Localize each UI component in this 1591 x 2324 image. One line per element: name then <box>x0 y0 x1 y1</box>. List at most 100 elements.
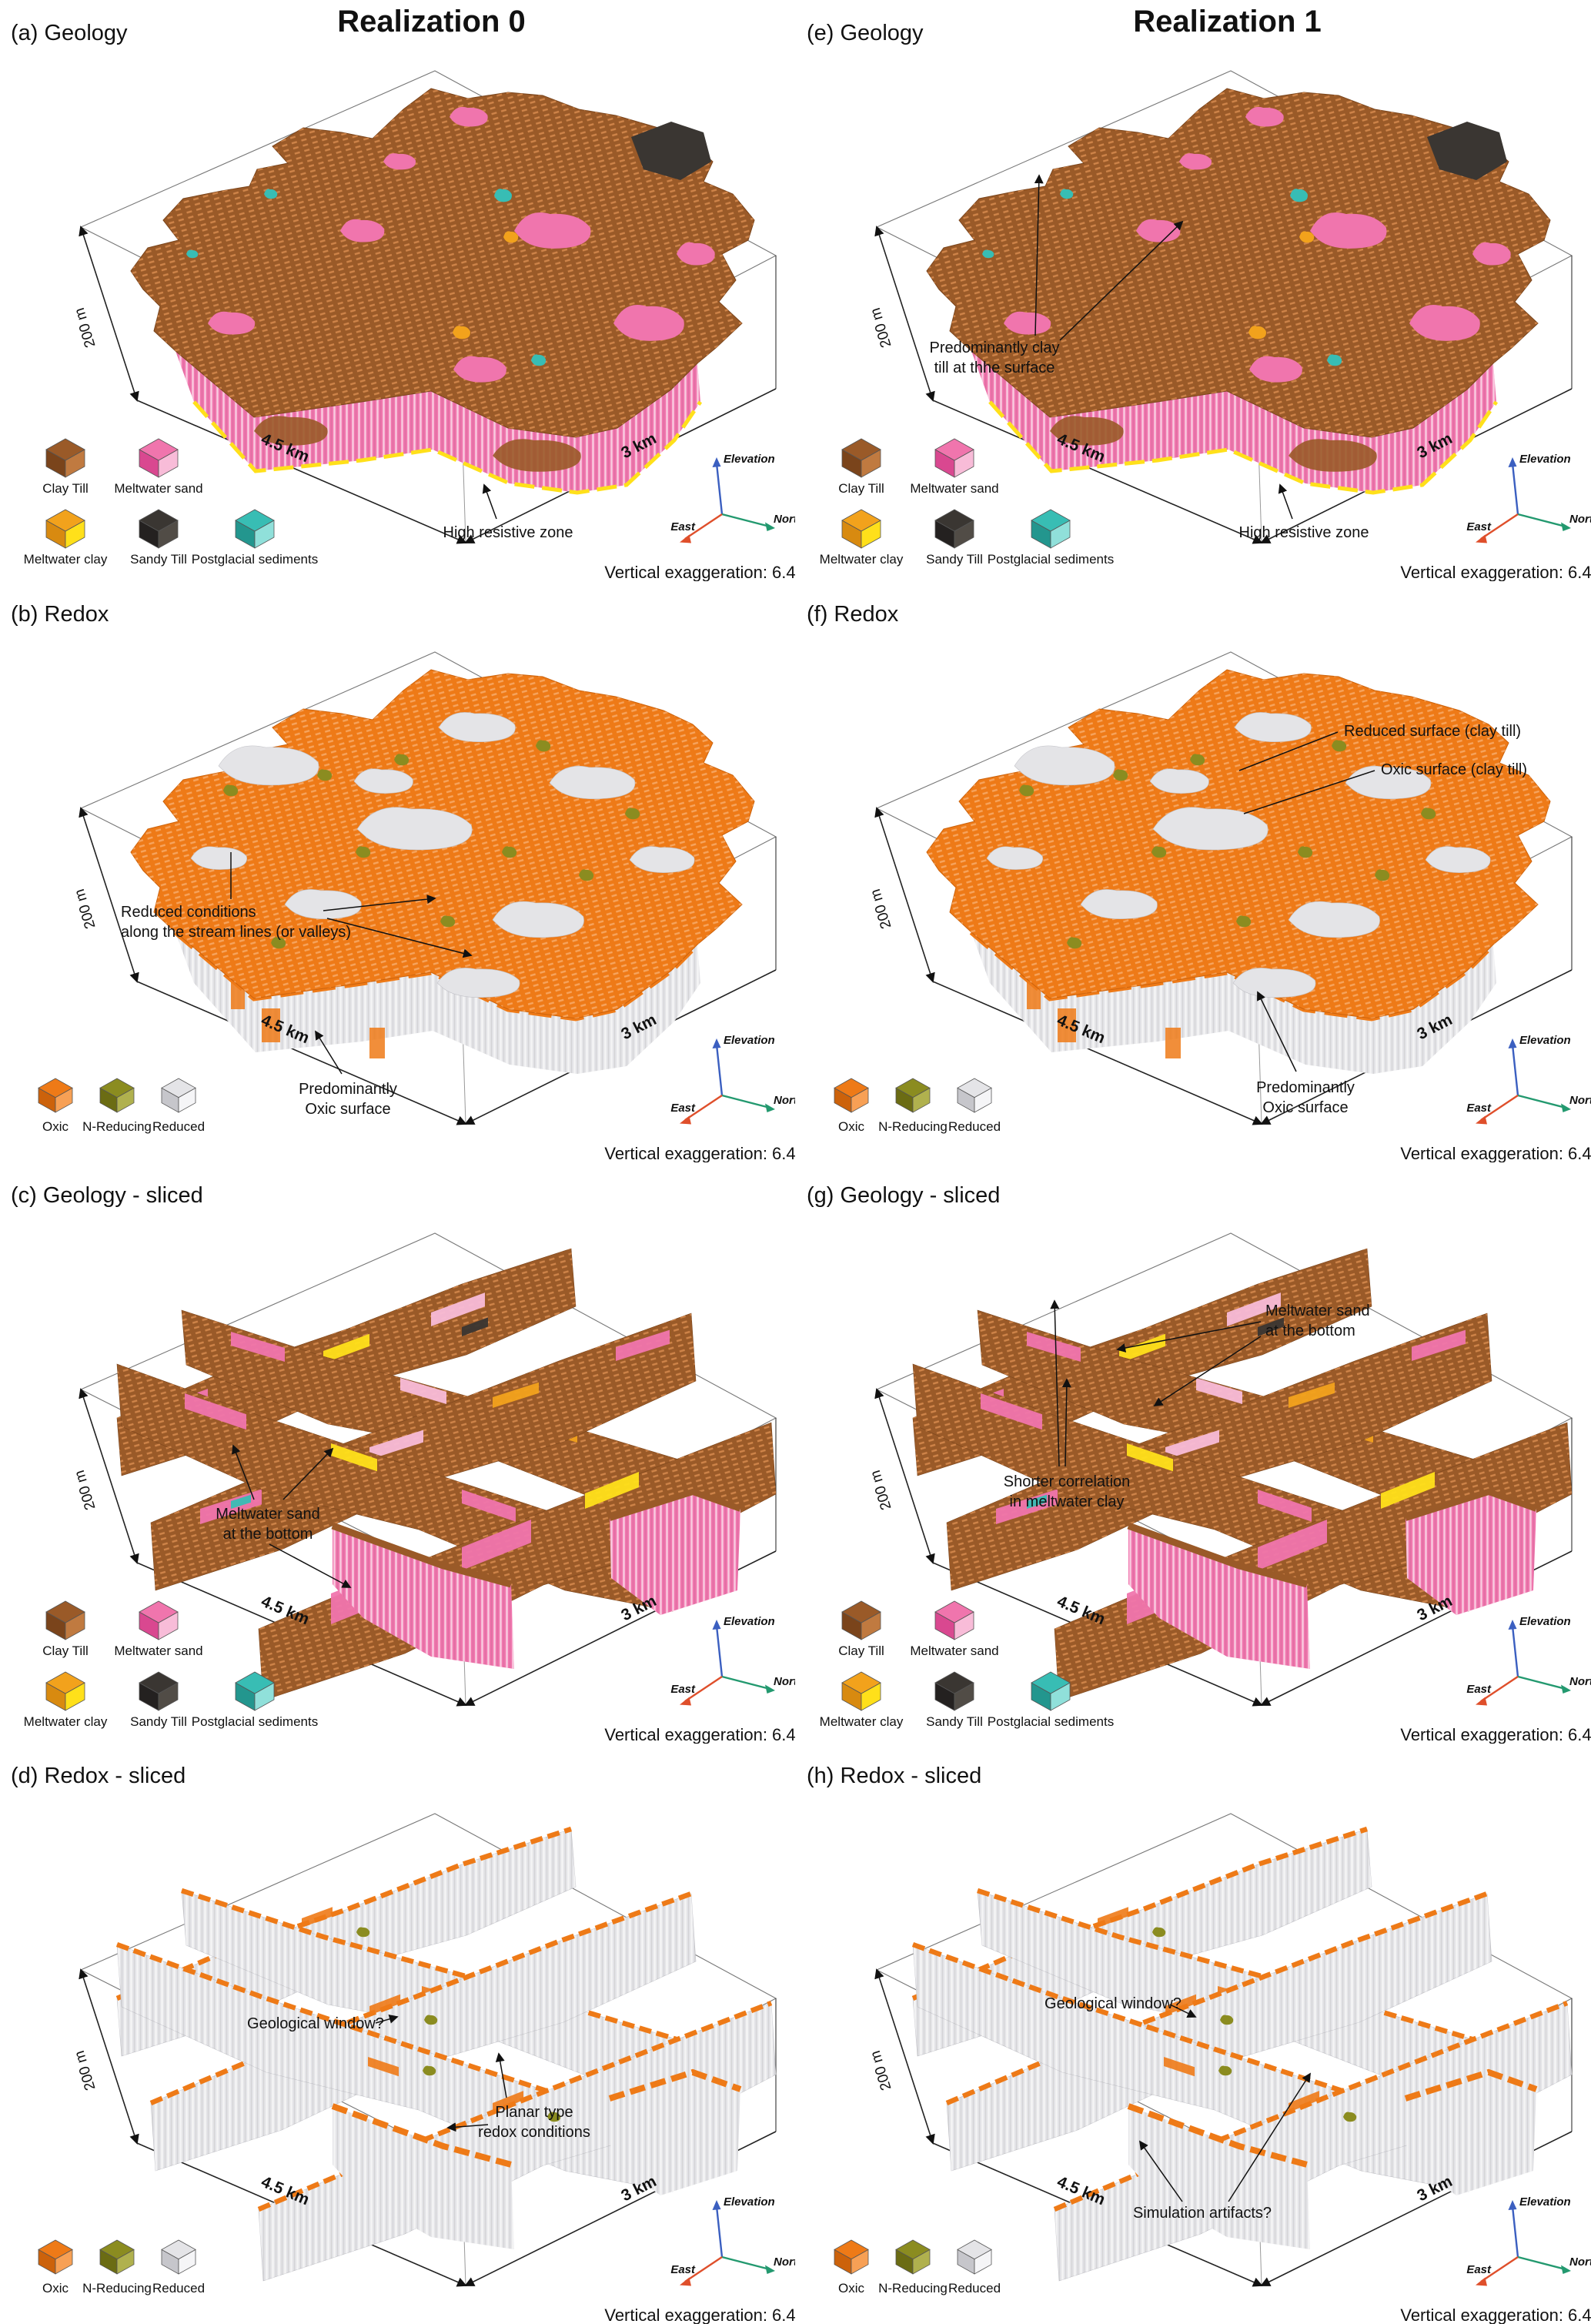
legend-label: Sandy Till <box>926 1714 983 1729</box>
legend-swatch-cube-icon <box>38 1078 73 1113</box>
orientation-label-east: East <box>1466 520 1492 533</box>
orientation-label-north: North <box>774 1675 795 1688</box>
annotation-arrow <box>446 2122 489 2132</box>
east-arrow-icon <box>1476 534 1487 543</box>
orientation-label-north: North <box>1569 2255 1591 2269</box>
redox-sliced-model <box>911 1826 1573 2282</box>
legend-swatch-cube-icon <box>957 1078 992 1113</box>
legend-label: Meltwater clay <box>820 1714 904 1729</box>
orientation-label-north: North <box>1569 1675 1591 1688</box>
geology-sliced-model <box>912 1248 1573 1701</box>
annotations: Reduced surface (clay till) Oxic surface … <box>1238 723 1527 1116</box>
legend-geology: Clay Till Meltwater sand Meltwater clay … <box>820 438 1114 567</box>
annotation-arrow <box>326 918 473 958</box>
north-arrow-icon <box>765 1684 775 1694</box>
legend-label: Meltwater clay <box>24 1714 108 1729</box>
orientation-label-east: East <box>670 520 696 533</box>
panel-title: (a) Geology <box>11 21 128 45</box>
north-arrow-icon <box>1561 1103 1571 1112</box>
orientation-label-east: East <box>1466 2263 1492 2276</box>
orientation-label-elevation: Elevation <box>1519 453 1571 466</box>
orientation-axes: Elevation North East <box>670 1034 795 1125</box>
orientation-label-east: East <box>1466 1683 1492 1696</box>
east-arrow-icon <box>1476 1697 1487 1706</box>
legend-label: Oxic <box>42 2281 69 2296</box>
orientation-axes: Elevation North East <box>670 2195 795 2286</box>
vertical-exaggeration-label: Vertical exaggeration: 6.4x <box>1400 2306 1591 2324</box>
legend-label: Meltwater sand <box>910 1644 998 1658</box>
legend-swatch-cube-icon <box>841 1600 881 1640</box>
annotation-arrow <box>1138 2140 1183 2202</box>
legend-swatch-cube-icon <box>841 438 881 478</box>
annotation-arrow <box>1061 1378 1071 1467</box>
annotation-arrow <box>482 483 497 520</box>
legend-label: Clay Till <box>42 481 89 496</box>
vertical-exaggeration-label: Vertical exaggeration: 6.4x <box>604 563 795 581</box>
orientation-axes: Elevation North East <box>670 453 795 543</box>
elevation-arrow-icon <box>1508 457 1517 467</box>
legend-label: N-Reducing <box>82 1119 152 1134</box>
panel-title: (d) Redox - sliced <box>11 1764 186 1788</box>
legend-swatch-cube-icon <box>45 1671 85 1711</box>
annotation-text: Oxic surface (clay till) <box>1381 761 1527 778</box>
legend-label: Oxic <box>838 1119 865 1134</box>
legend-swatch-cube-icon <box>957 2239 992 2275</box>
orientation-axes: Elevation North East <box>670 1615 795 1706</box>
legend-label: Clay Till <box>838 1644 884 1658</box>
annotations: High resistive zone <box>443 483 573 541</box>
north-arrow-icon <box>1561 2265 1571 2274</box>
annotation-arrow <box>1059 220 1184 341</box>
orientation-label-east: East <box>670 1683 696 1696</box>
annotation-arrow <box>1116 1321 1262 1353</box>
elevation-arrow-icon <box>712 1038 721 1048</box>
geology-surface-model <box>926 88 1551 495</box>
elevation-arrow-icon <box>712 2200 721 2210</box>
legend-label: Postglacial sediments <box>192 552 318 567</box>
legend-swatch-cube-icon <box>834 1078 869 1113</box>
annotation-text: Simulation artifacts? <box>1133 2205 1272 2222</box>
annotation-arrow <box>315 1030 343 1075</box>
legend-swatch-cube-icon <box>934 1671 974 1711</box>
orientation-label-elevation: Elevation <box>724 1615 775 1628</box>
panel-b: 200 m 4.5 km 3 km Elevation North East V… <box>11 602 795 1162</box>
panel-title: (g) Geology - sliced <box>807 1183 1000 1208</box>
legend-swatch-cube-icon <box>841 1671 881 1711</box>
elevation-arrow-icon <box>712 457 721 467</box>
legend-label: Clay Till <box>838 481 884 496</box>
legend-swatch-cube-icon <box>841 509 881 549</box>
annotation-arrow <box>1169 2004 1197 2018</box>
annotation-arrow <box>1034 174 1044 336</box>
annotation-arrow <box>1153 1336 1262 1406</box>
legend-label: Sandy Till <box>130 552 187 567</box>
annotation-arrow <box>323 894 436 911</box>
axis-label-vertical: 200 m <box>72 1468 99 1512</box>
geology-surface-model <box>130 88 755 495</box>
panel-title: (c) Geology - sliced <box>11 1183 203 1208</box>
annotations: Geological window? Simulation artifacts? <box>1045 1995 1311 2222</box>
legend-swatch-cube-icon <box>934 438 974 478</box>
axis-label-vertical: 200 m <box>72 306 99 349</box>
column-header-realization-0: Realization 0 <box>337 5 526 38</box>
annotation-text: Meltwater sand at the bottom <box>216 1506 320 1543</box>
elevation-arrow-icon <box>1508 1620 1517 1630</box>
annotations: Predominantly clay till at thhe surface Hi… <box>930 174 1369 541</box>
annotations: Geological window? Planar type redox condi… <box>247 2015 590 2141</box>
orientation-label-east: East <box>1466 1102 1492 1115</box>
panel-d: 200 m 4.5 km 3 km Elevation North East V… <box>11 1764 795 2324</box>
north-arrow-icon <box>765 2265 775 2274</box>
east-arrow-icon <box>680 534 691 543</box>
elevation-arrow-icon <box>712 1620 721 1630</box>
orientation-label-east: East <box>670 1102 696 1115</box>
annotation-text: High resistive zone <box>443 524 573 541</box>
legend-swatch-cube-icon <box>895 2239 931 2275</box>
annotation-arrow <box>282 1447 334 1500</box>
legend-swatch-cube-icon <box>38 2239 73 2275</box>
annotation-arrow <box>375 2015 399 2024</box>
orientation-label-elevation: Elevation <box>1519 2195 1571 2209</box>
panel-title: (b) Redox <box>11 602 109 627</box>
orientation-label-north: North <box>774 1094 795 1107</box>
legend-label: Reduced <box>152 2281 205 2296</box>
legend-geology: Clay Till Meltwater sand Meltwater clay … <box>24 1600 318 1729</box>
east-arrow-icon <box>1476 2277 1487 2286</box>
legend-label: Reduced <box>152 1119 205 1134</box>
